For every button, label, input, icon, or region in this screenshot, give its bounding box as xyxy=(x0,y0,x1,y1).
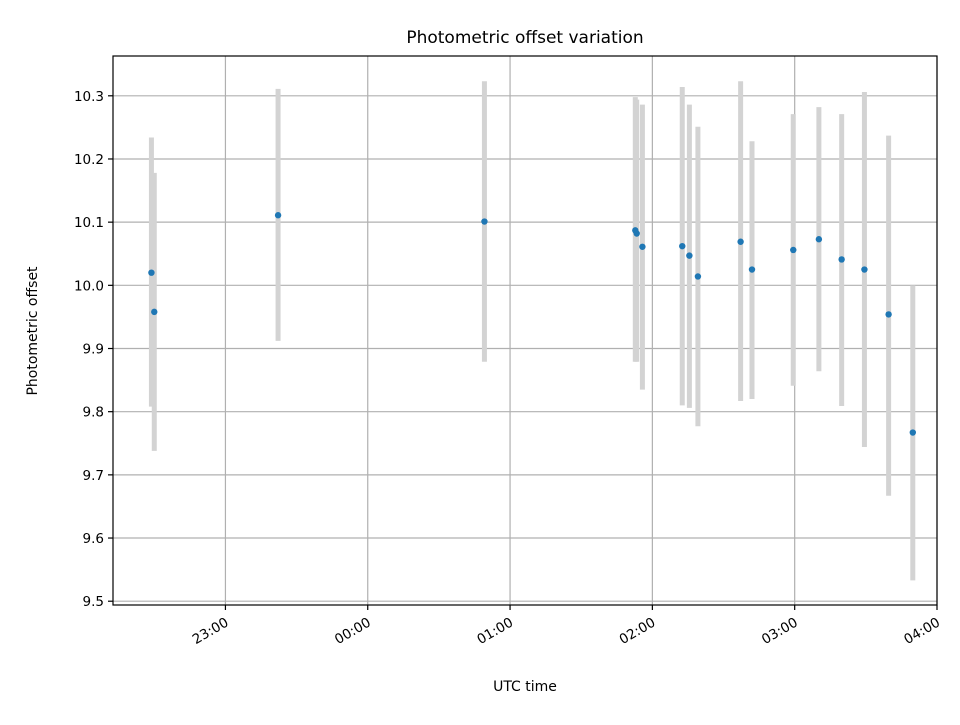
data-point xyxy=(748,266,756,273)
data-point xyxy=(633,230,640,237)
data-point xyxy=(838,256,845,263)
data-point xyxy=(686,252,693,259)
data-points xyxy=(148,212,917,436)
data-point xyxy=(148,269,155,276)
y-tick-label: 10.0 xyxy=(74,278,104,294)
data-point xyxy=(639,243,646,250)
y-tick-label: 9.7 xyxy=(83,468,104,484)
chart-title: Photometric offset variation xyxy=(406,28,643,48)
y-axis-ticks: 9.5 9.6 9.7 9.8 9.9 10.0 10.1 10.2 10.3 xyxy=(74,89,113,610)
data-point xyxy=(274,212,282,219)
y-tick-label: 9.6 xyxy=(83,531,104,547)
y-tick-label: 9.8 xyxy=(83,405,104,421)
y-tick-label: 10.2 xyxy=(74,152,104,168)
data-point xyxy=(481,218,488,225)
y-tick-label: 9.9 xyxy=(83,342,104,358)
y-tick-label: 9.5 xyxy=(83,594,104,610)
data-point xyxy=(151,308,158,316)
x-axis-label: UTC time xyxy=(493,679,557,695)
data-point xyxy=(694,273,702,280)
data-point xyxy=(815,236,823,243)
y-axis-label: Photometric offset xyxy=(25,266,41,396)
plot-area xyxy=(113,56,937,605)
data-point xyxy=(909,429,917,436)
data-point xyxy=(737,238,744,245)
y-tick-label: 10.3 xyxy=(74,89,104,105)
data-point xyxy=(885,311,892,318)
grid-lines xyxy=(113,56,938,605)
axes-frame xyxy=(112,55,938,606)
data-point xyxy=(861,266,868,273)
data-point xyxy=(790,246,797,254)
y-tick-label: 10.1 xyxy=(74,215,104,231)
data-point xyxy=(679,242,686,250)
